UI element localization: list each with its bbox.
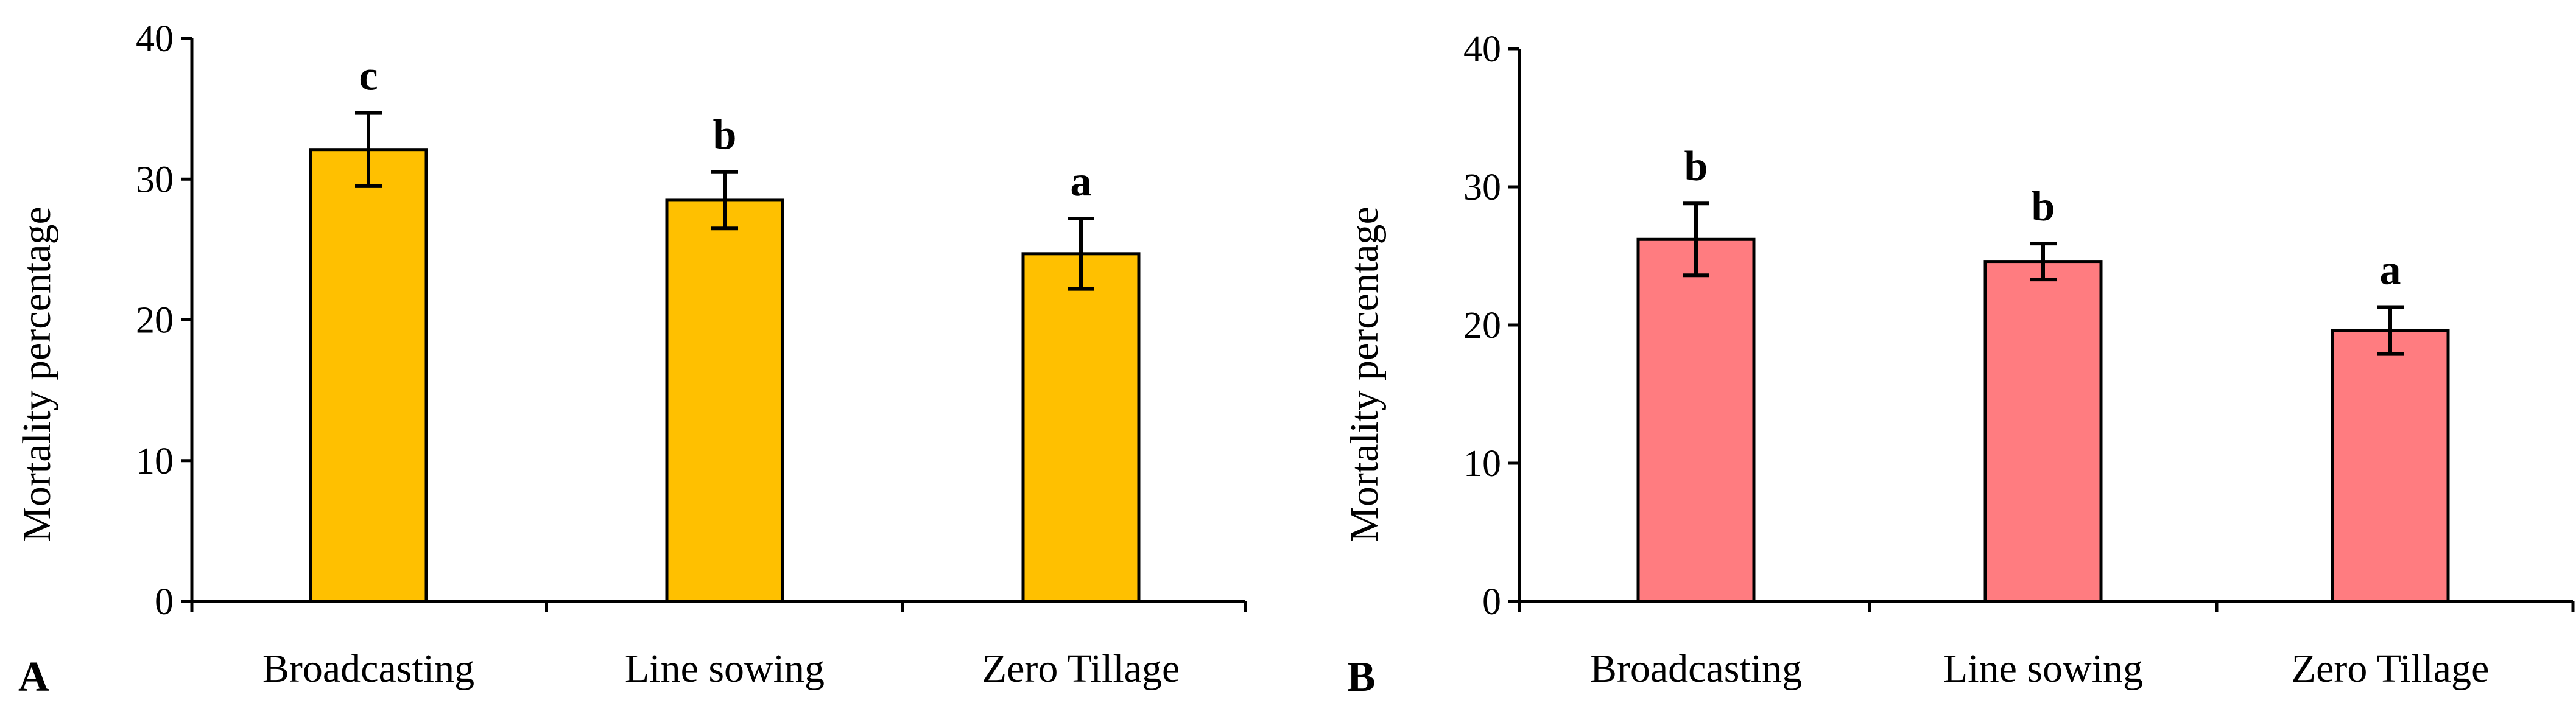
significance-letter: b: [2032, 183, 2055, 230]
significance-letter: a: [1071, 158, 1092, 205]
y-tick-label: 20: [1463, 305, 1501, 346]
x-tick-label: Zero Tillage: [2292, 646, 2490, 691]
bar: [665, 198, 784, 603]
y-axis-label: Mortality percentage: [1342, 206, 1387, 542]
panel-label: A: [18, 654, 49, 701]
y-tick-label: 30: [1463, 167, 1501, 208]
significance-letter: c: [359, 53, 378, 100]
panel-label: B: [1347, 654, 1376, 701]
x-tick-label: Line sowing: [1943, 646, 2143, 691]
bar: [309, 148, 428, 603]
bar: [1021, 252, 1141, 603]
x-tick-label: Zero Tillage: [982, 646, 1180, 691]
x-tick-label: Broadcasting: [262, 646, 474, 691]
y-tick-label: 10: [1463, 443, 1501, 485]
bar: [2331, 329, 2450, 603]
bar: [1636, 237, 1756, 603]
significance-letter: b: [1684, 143, 1708, 190]
chart-panel-a: Mortality percentage A 0 10 20 30 40 c Broadca…: [15, 18, 1247, 701]
y-tick-label: 40: [136, 18, 174, 60]
y-tick-label: 20: [136, 300, 174, 341]
y-tick-label: 0: [1482, 581, 1501, 623]
y-tick-label: 10: [136, 441, 174, 482]
significance-letter: b: [713, 112, 737, 159]
y-axis-label: Mortality percentage: [15, 206, 59, 542]
chart-panel-b: Mortality percentage B 0 10 20 30 40 b Broadca…: [1342, 29, 2575, 701]
x-tick-label: Line sowing: [625, 646, 825, 691]
bar: [1983, 260, 2103, 603]
y-tick-label: 0: [155, 581, 174, 623]
x-tick-label: Broadcasting: [1590, 646, 1802, 691]
y-tick-label: 40: [1463, 29, 1501, 70]
y-tick-label: 30: [136, 159, 174, 200]
significance-letter: a: [2380, 247, 2401, 293]
